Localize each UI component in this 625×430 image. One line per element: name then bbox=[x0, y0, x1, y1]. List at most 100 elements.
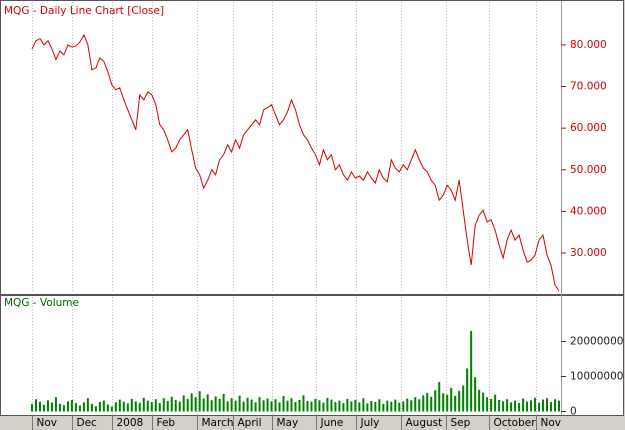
volume-bar bbox=[70, 399, 73, 412]
volume-bar bbox=[174, 399, 177, 412]
volume-bar bbox=[222, 393, 225, 412]
volume-bar bbox=[214, 396, 217, 412]
volume-bar bbox=[274, 399, 277, 412]
volume-bar bbox=[278, 402, 281, 412]
volume-bar bbox=[522, 398, 525, 412]
x-tick-label: August bbox=[406, 417, 443, 429]
volume-bar bbox=[182, 395, 185, 412]
volume-bar bbox=[290, 398, 293, 412]
volume-bar bbox=[310, 401, 313, 412]
volume-bar bbox=[78, 405, 81, 412]
volume-bar bbox=[546, 398, 549, 412]
volume-bar bbox=[498, 399, 501, 412]
volume-bar bbox=[330, 399, 333, 412]
volume-bar bbox=[434, 390, 437, 412]
volume-bar bbox=[458, 390, 461, 412]
volume-bar bbox=[246, 397, 249, 412]
volume-bar bbox=[314, 398, 317, 412]
volume-bar bbox=[422, 395, 425, 412]
volume-bar bbox=[478, 389, 481, 412]
volume-bar bbox=[62, 405, 65, 412]
volume-bar bbox=[534, 397, 537, 412]
volume-bar bbox=[50, 402, 53, 412]
x-tick-label: Dec bbox=[77, 417, 98, 429]
volume-bar bbox=[186, 398, 189, 412]
volume-bar bbox=[334, 402, 337, 412]
volume-bar bbox=[202, 398, 205, 412]
volume-bar bbox=[238, 395, 241, 412]
volume-bar bbox=[74, 403, 77, 412]
x-tick-label: June bbox=[320, 417, 344, 429]
x-tick-label: Sep bbox=[451, 417, 471, 429]
y-tick-label: 30.000 bbox=[570, 247, 607, 259]
volume-bar bbox=[162, 398, 165, 412]
volume-bar bbox=[302, 395, 305, 412]
x-tick-label: October bbox=[494, 417, 537, 429]
volume-bar bbox=[82, 402, 85, 412]
volume-bar bbox=[86, 398, 89, 412]
price-panel bbox=[0, 0, 624, 295]
y-tick-label: 10000000 bbox=[570, 370, 623, 382]
volume-bar bbox=[326, 397, 329, 412]
volume-bar bbox=[550, 402, 553, 412]
volume-bar bbox=[438, 382, 441, 412]
volume-bar bbox=[530, 400, 533, 412]
volume-bar bbox=[134, 401, 137, 412]
volume-bar bbox=[178, 401, 181, 412]
volume-bar bbox=[294, 402, 297, 412]
volume-bar bbox=[554, 399, 557, 412]
volume-bar bbox=[542, 399, 545, 412]
volume-bar bbox=[190, 393, 193, 412]
volume-bar bbox=[398, 402, 401, 412]
volume-bar bbox=[338, 400, 341, 412]
volume-bar bbox=[454, 395, 457, 412]
volume-bar bbox=[38, 401, 41, 412]
volume-bar bbox=[150, 402, 153, 412]
volume-bar bbox=[362, 398, 365, 412]
volume-bar bbox=[410, 400, 413, 412]
volume-bar bbox=[442, 393, 445, 412]
volume-bar bbox=[66, 401, 69, 412]
volume-bar bbox=[114, 402, 117, 412]
volume-bar bbox=[106, 404, 109, 412]
volume-bar bbox=[34, 399, 37, 412]
volume-bar bbox=[390, 401, 393, 412]
volume-bar bbox=[414, 397, 417, 412]
volume-bar bbox=[470, 330, 473, 412]
volume-bar bbox=[518, 403, 521, 412]
y-tick-label: 40.000 bbox=[570, 205, 607, 217]
volume-bar bbox=[126, 403, 129, 412]
volume-bar bbox=[482, 392, 485, 412]
volume-bar bbox=[218, 398, 221, 412]
volume-bar bbox=[46, 400, 49, 412]
volume-bar bbox=[154, 399, 157, 412]
volume-bar bbox=[122, 401, 125, 412]
volume-bar bbox=[394, 399, 397, 412]
volume-bar bbox=[146, 400, 149, 412]
volume-bar bbox=[30, 404, 33, 412]
volume-bar bbox=[286, 400, 289, 412]
x-tick-label: 2008 bbox=[117, 417, 144, 429]
volume-bar bbox=[226, 401, 229, 412]
volume-bar bbox=[298, 399, 301, 412]
x-tick-label: Nov bbox=[541, 417, 562, 429]
volume-bar bbox=[346, 398, 349, 412]
volume-bar bbox=[374, 402, 377, 412]
price-title: MQG - Daily Line Chart [Close] bbox=[4, 5, 164, 17]
volume-bar bbox=[206, 394, 209, 412]
volume-bar bbox=[54, 397, 57, 412]
volume-title: MQG - Volume bbox=[4, 297, 79, 309]
volume-bar bbox=[258, 397, 261, 412]
volume-bar bbox=[138, 402, 141, 412]
price-line bbox=[31, 33, 560, 292]
volume-bar bbox=[306, 400, 309, 412]
volume-bar bbox=[42, 404, 45, 412]
volume-bar bbox=[558, 400, 561, 412]
volume-bar bbox=[466, 368, 469, 412]
volume-bar bbox=[254, 402, 257, 412]
volume-bar bbox=[354, 399, 357, 412]
volume-bar bbox=[234, 400, 237, 412]
volume-bar bbox=[406, 398, 409, 412]
volume-bar bbox=[514, 400, 517, 412]
